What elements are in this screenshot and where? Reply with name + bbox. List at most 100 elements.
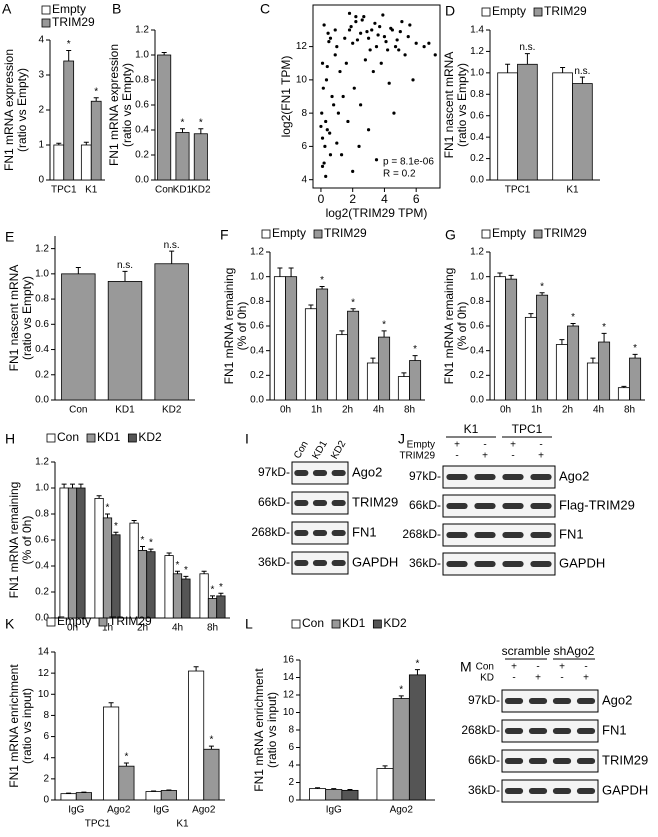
panel-letter: G (445, 227, 456, 243)
point (376, 33, 380, 37)
error-bar (218, 592, 224, 596)
significance-label: * (124, 752, 128, 763)
y-tick-label: 1.2 (470, 46, 484, 57)
point (400, 20, 404, 24)
error-bar (56, 142, 62, 145)
bar (199, 573, 209, 619)
y-tick-label: 1.0 (250, 271, 264, 282)
legend-label: KD2 (138, 430, 162, 444)
significance-label: * (540, 281, 544, 292)
legend-label: TRIM29 (109, 614, 152, 628)
error-bar (381, 330, 387, 338)
point (397, 48, 401, 52)
significance-label: * (149, 538, 153, 549)
bar (316, 288, 329, 401)
point (371, 69, 375, 74)
y-tick-label: 0.0 (470, 175, 484, 186)
bar (325, 789, 343, 801)
error-bar (70, 483, 75, 488)
legend-swatch (46, 617, 56, 627)
significance-label: * (94, 86, 98, 97)
y-tick-label: 0.6 (35, 319, 49, 330)
condition-sign: + (538, 451, 544, 462)
error-bar (398, 695, 404, 699)
error-bar (193, 666, 199, 672)
point (433, 53, 437, 57)
y-tick-label: 0.4 (135, 125, 149, 136)
y-axis-label: FN1 nascent mRNA (442, 52, 456, 159)
legend-label: TRIM29 (324, 226, 367, 240)
bar (497, 72, 518, 181)
point (328, 153, 333, 157)
condition-sign: + (559, 662, 565, 673)
panel-letter: D (445, 3, 455, 19)
x-tick-label: 4h (373, 405, 384, 416)
error-bar (81, 791, 87, 793)
group-label: K1 (464, 422, 479, 436)
band (504, 728, 524, 734)
lane-label: KD1 (310, 439, 329, 462)
condition-sign: - (584, 662, 587, 673)
y-tick-label: 10 (38, 689, 50, 700)
point (392, 111, 396, 115)
x-tick-label: Ago2 (390, 805, 414, 816)
y-tick-label: 0.8 (35, 294, 49, 305)
significance-label: * (176, 560, 180, 571)
point (395, 38, 399, 42)
point (373, 21, 377, 25)
legend-swatch (41, 5, 51, 15)
point (321, 86, 325, 90)
error-bar (601, 332, 607, 343)
band (294, 560, 309, 566)
protein-label: GAPDH (602, 782, 648, 797)
error-bar (339, 330, 345, 335)
bar (157, 54, 172, 181)
error-bar (308, 304, 314, 309)
point (323, 144, 327, 149)
size-label: 36kD- (409, 556, 441, 570)
legend-label: Empty (492, 226, 526, 240)
bar (216, 595, 226, 619)
x-tick-label: 4h (172, 623, 183, 634)
y-tick-label: 1.4 (470, 25, 484, 36)
bar (524, 316, 537, 401)
x-tick-label: TPC1 (505, 185, 531, 196)
x-tick-label: Con (155, 185, 173, 196)
bar (107, 281, 143, 401)
point (339, 153, 344, 157)
group-label: K1 (176, 819, 189, 830)
point (389, 26, 393, 30)
point (333, 53, 337, 57)
blot-frame (501, 719, 599, 743)
point (344, 61, 348, 65)
point (326, 31, 330, 35)
legend-swatch (481, 229, 491, 239)
x-tick-label: 8h (207, 623, 218, 634)
y-tick-label: 8 (288, 725, 294, 736)
band (474, 532, 496, 538)
band (502, 561, 524, 567)
point (319, 124, 323, 129)
band (504, 788, 524, 794)
error-bar (140, 546, 145, 551)
bar (102, 517, 113, 619)
error-bar (75, 267, 81, 274)
significance-label: * (602, 322, 606, 333)
error-bar (401, 372, 407, 377)
band (294, 500, 309, 506)
bar (572, 83, 593, 181)
condition-sign: + (454, 440, 460, 451)
point (386, 48, 390, 52)
point (427, 41, 431, 45)
y-tick-label: 1.0 (470, 67, 484, 78)
point (333, 28, 337, 32)
bar (193, 133, 208, 181)
error-bar (105, 513, 110, 518)
point (366, 36, 371, 40)
error-bar (414, 669, 420, 675)
point (384, 40, 388, 44)
point (366, 128, 371, 132)
y-axis-label: (ratio vs Empty) (455, 63, 469, 147)
point (341, 94, 345, 99)
point (368, 48, 372, 52)
